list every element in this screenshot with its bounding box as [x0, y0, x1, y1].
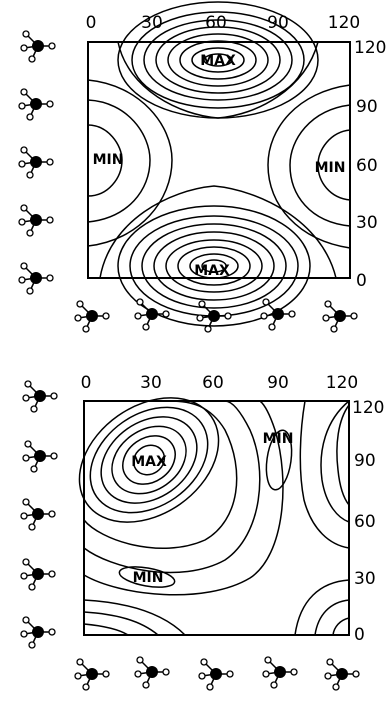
right-tick: 30 — [356, 213, 378, 233]
right-tick: 120 — [352, 398, 384, 418]
plot-frame — [87, 41, 351, 279]
tetrahedral-molecule-icon — [18, 204, 54, 237]
top-tick: 120 — [328, 13, 360, 33]
tetrahedral-molecule-icon — [74, 300, 110, 333]
tetrahedral-molecule-icon — [20, 616, 56, 649]
tetrahedral-molecule-icon — [198, 658, 234, 691]
top-tick: 30 — [141, 13, 163, 33]
tetrahedral-molecule-icon — [134, 656, 170, 689]
tetrahedral-molecule-icon — [18, 88, 54, 121]
top-tick: 60 — [205, 13, 227, 33]
contour-label-min: MIN — [263, 431, 294, 447]
top-tick: 0 — [86, 13, 97, 33]
top-tick: 120 — [326, 373, 358, 393]
tetrahedral-molecule-icon — [322, 300, 358, 333]
tetrahedral-molecule-icon — [18, 262, 54, 295]
panel-1: 0 30 60 90 120 120 90 60 30 0 — [18, 1, 386, 333]
contour-label-max: MAX — [131, 454, 167, 470]
contour-group-bottom-right — [294, 579, 350, 636]
contour-group-min-left — [118, 566, 176, 588]
tetrahedral-molecule-icon — [20, 30, 56, 63]
plot-frame — [83, 400, 350, 636]
right-tick: 90 — [356, 97, 378, 117]
right-tick: 60 — [356, 156, 378, 176]
tetrahedral-molecule-icon — [22, 440, 58, 473]
contour-group-left-min — [87, 79, 173, 247]
contour-label-min: MIN — [133, 570, 164, 586]
contour-label-min: MIN — [315, 160, 346, 176]
tetrahedral-molecule-icon — [324, 658, 360, 691]
tetrahedral-molecule-icon — [20, 498, 56, 531]
tetrahedral-molecule-icon — [262, 656, 298, 689]
contour-group-max — [78, 397, 284, 596]
contour-label-max: MAX — [200, 53, 236, 69]
contour-group-right-edge — [299, 400, 350, 549]
contour-group-right-min — [267, 84, 351, 249]
contour-group-top-max — [117, 1, 319, 119]
right-tick: 0 — [356, 271, 367, 291]
top-tick: 0 — [81, 373, 92, 393]
tetrahedral-molecule-icon — [134, 298, 170, 331]
tetrahedral-molecule-icon — [22, 380, 58, 413]
right-tick: 0 — [354, 625, 365, 645]
tetrahedral-molecule-icon — [18, 146, 54, 179]
tetrahedral-molecule-icon — [74, 658, 110, 691]
contour-label-min: MIN — [93, 152, 124, 168]
top-tick: 90 — [267, 373, 289, 393]
tetrahedral-molecule-icon — [196, 300, 232, 333]
contour-group-min-right — [265, 429, 293, 491]
contour-label-max: MAX — [194, 263, 230, 279]
right-tick: 120 — [354, 38, 386, 58]
tetrahedral-molecule-icon — [20, 558, 56, 591]
contour-group-bottom-max — [99, 185, 337, 327]
right-tick: 90 — [354, 451, 376, 471]
right-tick: 60 — [354, 512, 376, 532]
top-tick: 30 — [140, 373, 162, 393]
contour-group-bottom-left — [83, 599, 186, 636]
panel-2: 0 30 60 90 120 120 90 60 30 0 — [20, 373, 384, 691]
top-tick: 60 — [202, 373, 224, 393]
right-tick: 30 — [354, 569, 376, 589]
